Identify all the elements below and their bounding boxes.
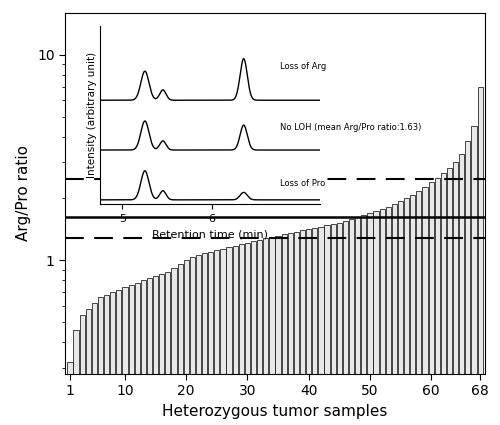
Bar: [343, 221, 348, 425]
Bar: [110, 292, 116, 425]
X-axis label: Retention time (min): Retention time (min): [152, 229, 268, 239]
Bar: [153, 276, 158, 425]
Bar: [410, 195, 416, 425]
Bar: [245, 243, 250, 425]
Bar: [294, 232, 299, 425]
Bar: [214, 250, 220, 425]
Bar: [361, 215, 366, 425]
Bar: [312, 228, 318, 425]
Bar: [349, 219, 354, 425]
Bar: [306, 229, 312, 425]
Bar: [134, 283, 140, 425]
Bar: [422, 187, 428, 425]
Bar: [74, 330, 78, 425]
Bar: [257, 240, 262, 425]
Bar: [159, 274, 164, 425]
Bar: [386, 207, 391, 425]
Bar: [398, 201, 403, 425]
Bar: [330, 224, 336, 425]
Bar: [232, 246, 238, 425]
Bar: [202, 253, 207, 425]
Bar: [368, 213, 372, 425]
Bar: [196, 255, 201, 425]
Text: No LOH (mean Arg/Pro ratio:1.63): No LOH (mean Arg/Pro ratio:1.63): [280, 123, 421, 132]
Bar: [453, 162, 458, 425]
Bar: [86, 309, 91, 425]
Bar: [92, 303, 97, 425]
Bar: [166, 272, 170, 425]
Bar: [318, 227, 324, 425]
Bar: [478, 87, 482, 425]
Bar: [178, 264, 182, 425]
Bar: [447, 168, 452, 425]
Bar: [270, 237, 274, 425]
Bar: [472, 126, 476, 425]
Bar: [116, 290, 121, 425]
Bar: [374, 211, 378, 425]
Bar: [251, 241, 256, 425]
Bar: [324, 225, 330, 425]
Bar: [459, 154, 464, 425]
Text: Loss of Arg: Loss of Arg: [280, 62, 326, 71]
Bar: [416, 191, 422, 425]
Bar: [172, 268, 176, 425]
Bar: [208, 252, 214, 425]
Y-axis label: Arg/Pro ratio: Arg/Pro ratio: [16, 145, 32, 241]
Bar: [380, 209, 384, 425]
Bar: [238, 244, 244, 425]
Text: Loss of Pro: Loss of Pro: [280, 179, 325, 188]
Bar: [80, 315, 84, 425]
Bar: [104, 295, 109, 425]
Bar: [184, 261, 189, 425]
Bar: [220, 249, 226, 425]
Bar: [282, 234, 287, 425]
Bar: [128, 285, 134, 425]
Bar: [122, 287, 128, 425]
Bar: [276, 235, 280, 425]
Bar: [98, 298, 103, 425]
Bar: [147, 278, 152, 425]
Bar: [226, 247, 232, 425]
Bar: [263, 238, 268, 425]
Bar: [190, 257, 195, 425]
Bar: [434, 178, 440, 425]
Bar: [300, 230, 305, 425]
Bar: [288, 233, 293, 425]
Y-axis label: Intensity (arbitrary unit): Intensity (arbitrary unit): [87, 52, 97, 178]
Bar: [466, 141, 470, 425]
Bar: [68, 362, 72, 425]
Bar: [428, 182, 434, 425]
X-axis label: Heterozygous tumor samples: Heterozygous tumor samples: [162, 404, 388, 419]
Bar: [441, 173, 446, 425]
Bar: [392, 204, 397, 425]
Bar: [141, 280, 146, 425]
Bar: [404, 198, 409, 425]
Bar: [355, 217, 360, 425]
Bar: [336, 223, 342, 425]
